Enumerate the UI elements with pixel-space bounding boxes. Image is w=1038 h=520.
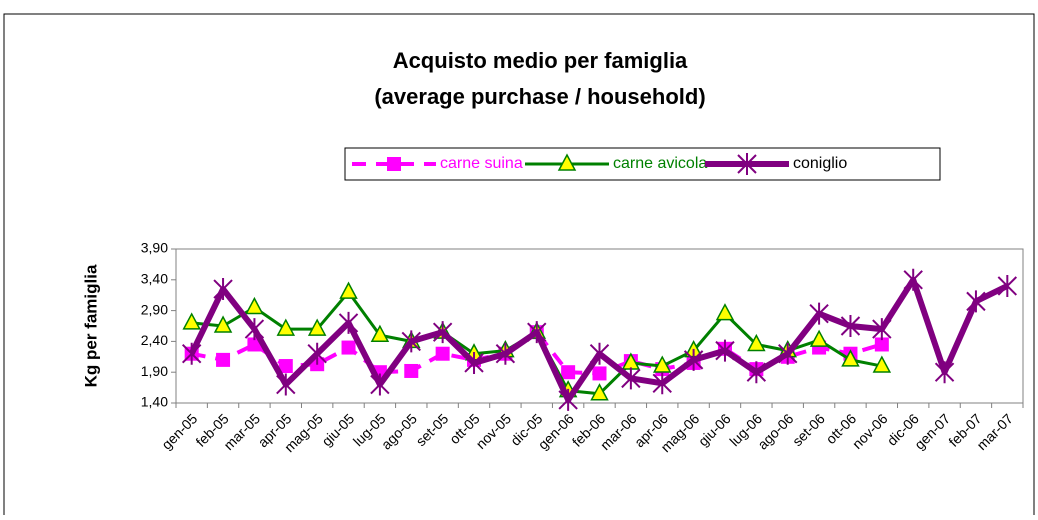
data-point [495,342,516,365]
data-point [683,348,704,371]
data-point [527,321,547,344]
y-axis-label: Kg per famiglia [81,264,100,387]
chart-subtitle: (average purchase / household) [374,84,705,109]
y-tick-label: 3,90 [141,240,168,256]
data-point [181,342,202,365]
data-point [621,367,641,390]
data-point [934,361,955,384]
data-point [307,318,327,336]
data-point [401,330,421,353]
data-point [589,342,610,365]
data-point [592,366,607,381]
data-point [338,311,359,334]
data-point [182,312,201,330]
data-point [216,352,231,367]
legend-marker [557,153,577,171]
legend-label: coniglio [793,155,847,172]
data-point [903,268,923,291]
data-point [652,372,672,395]
chart-title: Acquisto medio per famiglia [393,48,688,73]
data-point [747,333,766,352]
data-point [590,383,609,401]
data-point [715,303,735,321]
data-point [307,342,327,365]
data-point [432,321,453,344]
data-point [341,340,356,355]
data-point [404,363,419,378]
data-point [966,290,986,313]
data-point [244,318,265,341]
data-point [435,346,450,361]
data-point [872,318,892,341]
y-tick-label: 2,40 [141,332,168,348]
data-point [213,315,233,333]
y-tick-label: 1,90 [141,363,168,379]
legend-label: carne suina [440,155,523,172]
legend-label: carne avicola [613,155,707,172]
data-point [872,355,892,373]
legend-marker [387,157,401,171]
data-point [276,318,296,336]
data-point [561,365,576,380]
data-point [370,324,390,342]
legend [344,147,941,181]
legend-marker [737,153,757,175]
data-point [778,342,798,365]
data-point [339,281,358,299]
data-point [213,278,233,301]
data-point [278,359,293,374]
data-point [841,349,860,367]
data-point [276,373,296,396]
data-point [809,302,829,325]
data-point [997,274,1018,297]
y-tick-label: 2,90 [141,301,168,317]
data-point [840,315,861,337]
data-point [464,351,484,374]
y-tick-label: 1,40 [141,394,168,410]
data-point [809,329,829,347]
data-point [652,355,672,373]
data-point [874,337,889,352]
y-tick-label: 3,40 [141,271,168,287]
data-point [746,361,767,384]
data-point [715,339,735,362]
data-point [558,388,578,411]
data-point [245,296,264,315]
data-point [370,373,390,396]
